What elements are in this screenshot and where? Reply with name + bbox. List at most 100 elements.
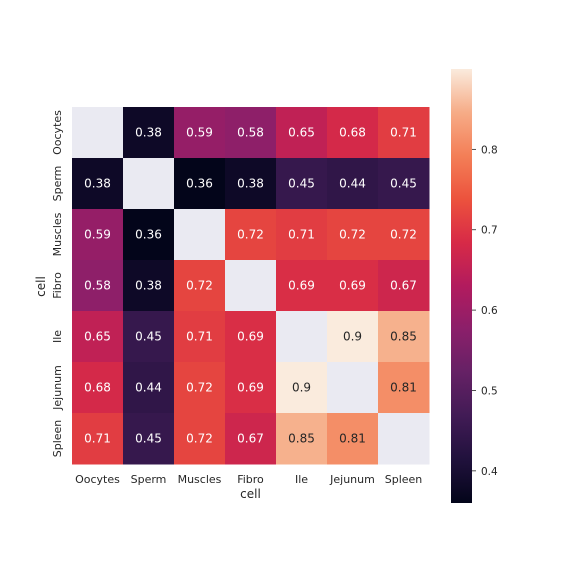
cell-value-label: 0.71 [390,126,417,140]
y-tick-label-muscles: Muscles [51,212,64,256]
x-tick-labels: Oocytes Sperm Muscles Fibro Ile Jejunum Spleen [75,473,422,486]
heatmap-cell-muscles-fibro [225,209,277,261]
cell-value-label: 0.67 [237,432,264,446]
heatmap-cell-ile-jejunum [327,311,379,363]
heatmap-cell-jejunum-spleen [378,362,430,414]
cell-value-label: 0.71 [288,228,315,242]
cell-value-label: 0.69 [237,330,264,344]
heatmap-cell-ile-oocytes [72,311,124,363]
cell-value-label: 0.65 [288,126,315,140]
cell-value-label: 0.69 [339,279,366,293]
y-axis-label: cell [34,276,48,297]
cell-value-label: 0.72 [390,228,417,242]
cell-value-label: 0.36 [186,177,213,191]
colorbar-tick-label: 0.6 [481,305,498,317]
cell-value-label: 0.71 [186,330,213,344]
cell-value-label: 0.44 [339,177,366,191]
heatmap-cell-muscles-ile [276,209,328,261]
cell-value-label: 0.58 [84,279,111,293]
heatmap-cell-muscles-sperm [123,209,175,261]
cell-value-label: 0.45 [135,432,162,446]
heatmap-cell-oocytes-sperm [123,107,175,159]
cell-value-label: 0.68 [339,126,366,140]
cell-value-label: 0.44 [135,381,162,395]
heatmap-cell-muscles-oocytes [72,209,124,261]
y-tick-label-spleen: Spleen [51,420,64,458]
cell-value-label: 0.81 [339,432,366,446]
x-tick-label-sperm: Sperm [131,473,167,486]
cell-value-label: 0.67 [390,279,417,293]
heatmap-cell-spleen-fibro [225,413,277,465]
y-tick-label-oocytes: Oocytes [51,110,64,155]
cell-value-label: 0.72 [339,228,366,242]
heatmap-cell-spleen-muscles [174,413,226,465]
cell-value-label: 0.65 [84,330,111,344]
colorbar-ticks: 0.4 0.5 0.6 0.7 0.8 [472,144,498,478]
x-tick-label-spleen: Spleen [385,473,423,486]
heatmap-cell-oocytes-ile [276,107,328,159]
heatmap-cell-sperm-spleen [378,158,430,210]
x-tick-label-jejunum: Jejunum [329,473,375,486]
heatmap-cell-sperm-fibro [225,158,277,210]
heatmap-cell-muscles-spleen [378,209,430,261]
heatmap-cell-ile-spleen [378,311,430,363]
colorbar-tick-label: 0.8 [481,144,498,156]
y-tick-label-fibro: Fibro [51,272,64,299]
heatmap-cell-sperm-oocytes [72,158,124,210]
heatmap-cell-jejunum-oocytes [72,362,124,414]
heatmap-cell-ile-muscles [174,311,226,363]
heatmap-cell-fibro-fibro [225,260,277,312]
y-tick-label-jejunum: Jejunum [51,365,64,411]
cell-value-label: 0.71 [84,432,111,446]
heatmap-cell-fibro-ile [276,260,328,312]
heatmap-cell-sperm-sperm [123,158,175,210]
cell-value-label: 0.36 [135,228,162,242]
colorbar-tick-label: 0.5 [481,385,498,397]
colorbar-tick-label: 0.7 [481,225,498,237]
heatmap-cell-spleen-sperm [123,413,175,465]
heatmap-cell-spleen-oocytes [72,413,124,465]
heatmap-cell-oocytes-spleen [378,107,430,159]
y-tick-label-ile: Ile [51,330,64,343]
heatmap-cell-fibro-sperm [123,260,175,312]
heatmap-cell-ile-sperm [123,311,175,363]
cell-value-label: 0.59 [186,126,213,140]
cell-value-label: 0.69 [288,279,315,293]
x-tick-label-oocytes: Oocytes [75,473,120,486]
heatmap-cell-fibro-oocytes [72,260,124,312]
heatmap-cell-ile-ile [276,311,328,363]
heatmap-cell-jejunum-muscles [174,362,226,414]
cell-value-label: 0.9 [343,330,362,344]
heatmap-cell-oocytes-muscles [174,107,226,159]
x-tick-label-ile: Ile [295,473,308,486]
cell-value-label: 0.38 [237,177,264,191]
heatmap-cell-sperm-jejunum [327,158,379,210]
cell-value-label: 0.85 [288,432,315,446]
heatmap-cell-oocytes-fibro [225,107,277,159]
cell-value-label: 0.68 [84,381,111,395]
cell-value-label: 0.38 [135,126,162,140]
heatmap-cell-jejunum-fibro [225,362,277,414]
cell-value-label: 0.45 [135,330,162,344]
heatmap-cells: 0.38 0.59 0.58 0.65 0.68 0.71 0.38 0.36 0.38 0.45… [72,107,430,465]
cell-value-label: 0.81 [390,381,417,395]
heatmap-cell-sperm-muscles [174,158,226,210]
colorbar [451,69,472,503]
cell-value-label: 0.9 [292,381,311,395]
cell-value-label: 0.38 [84,177,111,191]
heatmap-cell-oocytes-jejunum [327,107,379,159]
heatmap-cell-jejunum-ile [276,362,328,414]
heatmap-cell-fibro-jejunum [327,260,379,312]
heatmap-cell-spleen-spleen [378,413,430,465]
cell-value-label: 0.72 [186,432,213,446]
cell-value-label: 0.72 [186,279,213,293]
cell-value-label: 0.59 [84,228,111,242]
cell-value-label: 0.85 [390,330,417,344]
cell-value-label: 0.45 [288,177,315,191]
heatmap-cell-muscles-muscles [174,209,226,261]
heatmap-cell-fibro-muscles [174,260,226,312]
heatmap-cell-jejunum-jejunum [327,362,379,414]
colorbar-tick-label: 0.4 [481,466,498,478]
x-tick-label-fibro: Fibro [237,473,264,486]
